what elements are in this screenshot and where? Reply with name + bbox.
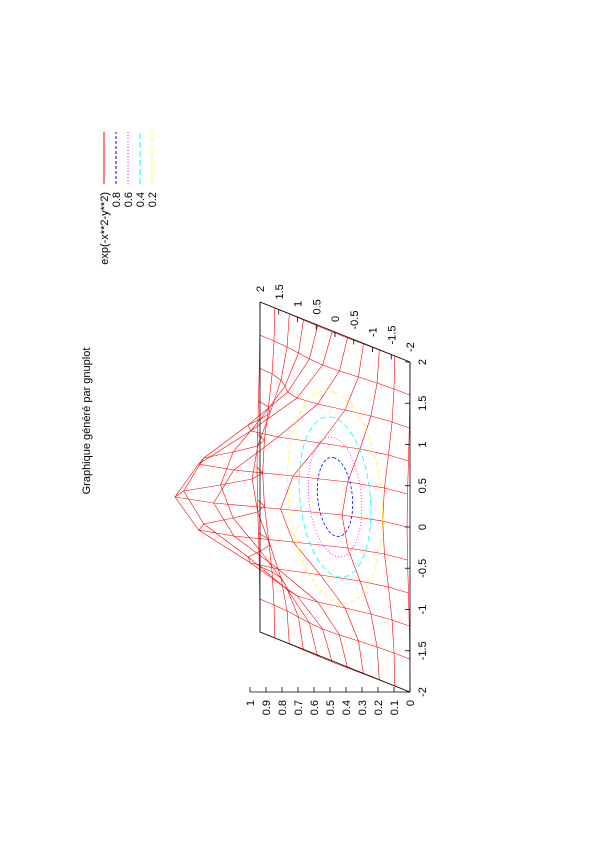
surface-line-y [256,301,261,633]
surface-line-x [259,367,410,429]
z-tick-label: 0.3 [357,700,369,715]
surface-line-y [341,349,380,681]
base-edge-left [259,631,411,693]
surface-mesh [174,301,411,693]
x-tick-label: 0.5 [417,478,429,493]
surface-line-y [174,331,333,663]
surface-line-y [262,307,276,639]
x-tick-label: 0 [417,524,429,530]
legend-label: 0.4 [135,192,147,207]
z-tick-label: 0.9 [261,700,273,715]
contour-0-2 [287,390,383,604]
surface-line-x [259,598,410,660]
contour-lines [287,390,383,604]
contour-0-6 [307,436,363,558]
y-tick-label: -1 [368,327,380,337]
y-tick-label: 1.5 [274,284,286,299]
y-tick-label: -2 [405,342,417,352]
x-tick-label: 1.5 [417,396,429,411]
legend-label: exp(-x**2-y**2) [99,192,111,265]
y-tick-label: 0 [330,316,342,322]
surface-line-y [213,337,348,669]
legend-label: 0.8 [111,192,123,207]
z-tick-label: 0.5 [325,700,337,715]
y-tick-label: -0.5 [349,311,361,330]
axes: -2 -1.5 -1 -0.5 0 0.5 1 1.5 2 -2 -1.5 -1 -0.5 0 0.5 1 1.… [245,284,429,715]
contour-0-4 [298,416,372,578]
x-tick-label: -1 [417,605,429,615]
x-tick-label: 1 [417,441,429,447]
chart-title: Graphique généré par gnuplot [81,348,93,495]
x-tick-label: -1.5 [417,641,429,660]
legend-label: 0.6 [123,192,135,207]
legend: exp(-x**2-y**2) 0.8 0.6 0.4 0.2 [99,132,159,265]
x-tick-label: -0.5 [417,559,429,578]
surface-line-y [382,355,396,687]
z-tick-label: 0.8 [277,700,289,715]
z-tick-label: 0.7 [293,700,305,715]
surface-line-x [247,400,409,462]
x-tick-label: 2 [417,359,429,365]
surface-line-y [280,343,364,675]
legend-label: 0.2 [147,192,159,207]
z-tick-label: 0 [405,700,417,706]
y-tick-label: 1 [293,301,305,307]
z-tick-label: 0.4 [341,700,353,715]
x-tick-label: -2 [417,687,429,697]
y-tick-label: 0.5 [311,299,323,314]
surface-line-y [183,325,318,657]
surface-line-y [220,319,304,651]
surface-line-y [251,313,290,645]
z-tick-label: 0.6 [309,700,321,715]
surface-line-x [259,334,410,396]
y-tick-label: -1.5 [386,326,398,345]
surface-line-x [247,532,409,594]
z-tick-label: 1 [245,700,257,706]
z-tick-label: 0.2 [373,700,385,715]
z-tick-label: 0.1 [389,700,401,715]
y-tick-label: 2 [255,286,267,292]
contour-0-8 [316,456,354,538]
